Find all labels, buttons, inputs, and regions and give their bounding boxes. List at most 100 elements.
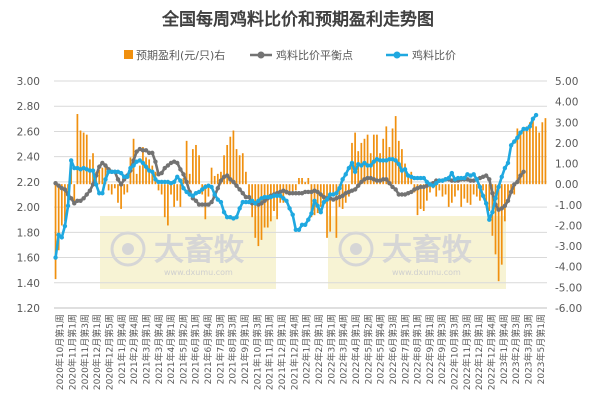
profit-bar: [138, 165, 141, 185]
breakeven-point: [100, 160, 105, 166]
x-tick-label: 2023年2月第3周: [510, 314, 522, 384]
left-tick-label: 2.20: [17, 177, 40, 189]
watermark-url: www.dxumu.com: [164, 268, 233, 277]
breakeven-point: [193, 198, 199, 204]
profit-bar: [60, 184, 63, 226]
breakeven-point: [143, 148, 149, 153]
x-tick-label: 2021年5月第2周: [177, 314, 189, 384]
profit-bar: [182, 177, 185, 185]
price-ratio-point: [434, 180, 439, 186]
right-tick-label: -3.00: [555, 241, 582, 253]
profit-bar: [528, 122, 531, 185]
breakeven-point: [508, 189, 514, 195]
profit-bar: [307, 177, 310, 185]
breakeven-point: [237, 187, 242, 192]
breakeven-point: [396, 192, 401, 197]
breakeven-point: [512, 182, 517, 187]
left-tick-label: 1.80: [17, 227, 40, 239]
price-ratio-point: [234, 215, 239, 220]
price-ratio-point: [359, 163, 364, 168]
profit-bar: [98, 169, 101, 185]
price-ratio-point: [474, 177, 479, 182]
price-ratio-point: [362, 160, 367, 166]
profit-bar: [145, 157, 147, 185]
price-ratio-point: [243, 199, 249, 205]
price-ratio-point: [346, 165, 352, 171]
breakeven-point: [384, 177, 389, 182]
profit-bar: [401, 149, 403, 185]
breakeven-point: [380, 177, 386, 182]
breakeven-point: [356, 183, 361, 188]
price-ratio-point: [309, 211, 314, 216]
left-tick-label: 1.60: [17, 253, 40, 265]
breakeven-point: [399, 192, 405, 197]
breakeven-point: [228, 177, 233, 182]
breakeven-point: [340, 193, 345, 198]
x-tick-label: 2020年11月第3周: [79, 314, 91, 390]
chart-title: 全国每周鸡料比价和预期盈利走势图: [161, 9, 434, 30]
x-tick-label: 2022年7月第1周: [399, 314, 411, 384]
left-axis: 1.20 1.40 1.60 1.80 2.00 2.20 2.40 2.60 2.80 3.00: [17, 76, 40, 315]
price-ratio-point: [156, 179, 161, 185]
breakeven-point: [72, 201, 77, 206]
breakeven-point: [468, 178, 473, 183]
price-ratio-point: [530, 116, 536, 122]
x-tick-label: 2020年12月第5周: [103, 314, 115, 390]
breakeven-point: [418, 184, 423, 190]
profit-bar: [391, 128, 394, 185]
price-ratio-point: [380, 158, 386, 163]
profit-bar: [220, 171, 222, 185]
x-tick-label: 2021年4月第1周: [165, 314, 177, 384]
profit-bar: [385, 126, 388, 185]
x-tick-label: 2022年3月第1周: [325, 314, 337, 384]
price-ratio-point: [175, 174, 180, 180]
price-ratio-point: [125, 174, 130, 180]
profit-bar: [185, 140, 188, 185]
x-tick-label: 2021年3月第4周: [153, 314, 165, 384]
breakeven-point: [515, 179, 520, 185]
x-tick-label: 2022年9月第1周: [424, 314, 436, 384]
left-tick-label: 2.60: [17, 126, 40, 138]
price-ratio-point: [412, 175, 417, 181]
breakeven-point: [502, 203, 508, 209]
profit-bar: [76, 114, 79, 185]
x-tick-label: 2022年5月第4周: [375, 314, 387, 384]
profit-bar: [369, 153, 372, 185]
breakeven-point: [56, 183, 61, 188]
profit-bar: [260, 184, 263, 240]
price-ratio-point: [190, 193, 196, 198]
price-ratio-point: [215, 197, 221, 202]
profit-bar: [538, 132, 541, 185]
breakeven-point: [62, 187, 68, 192]
breakeven-point: [53, 180, 58, 186]
price-ratio-point: [496, 184, 501, 190]
x-tick-label: 2022年5月第2周: [362, 314, 374, 384]
price-ratio-point: [290, 212, 295, 217]
profit-bar: [113, 184, 116, 189]
right-tick-label: 3.00: [555, 117, 578, 129]
breakeven-point: [196, 202, 202, 207]
price-ratio-point: [122, 174, 127, 180]
price-ratio-point: [521, 126, 526, 132]
price-ratio-point: [483, 201, 489, 206]
profit-bar: [479, 184, 481, 201]
breakeven-point: [78, 198, 83, 204]
price-ratio-point: [377, 158, 383, 163]
profit-bar: [269, 184, 272, 222]
price-ratio-point: [106, 169, 111, 174]
price-ratio-point: [93, 182, 99, 187]
profit-bar: [335, 184, 338, 238]
price-ratio-point: [499, 174, 504, 180]
right-tick-label: 2.00: [555, 138, 578, 150]
breakeven-point: [224, 173, 230, 178]
price-ratio-point: [72, 165, 77, 171]
breakeven-point: [259, 201, 264, 206]
profit-bar: [447, 184, 450, 207]
breakeven-point: [499, 206, 504, 211]
price-ratio-point: [171, 179, 177, 185]
price-ratio-point: [181, 185, 186, 191]
profit-bar: [104, 165, 107, 185]
profit-bar: [366, 134, 369, 185]
profit-bar: [460, 184, 463, 207]
